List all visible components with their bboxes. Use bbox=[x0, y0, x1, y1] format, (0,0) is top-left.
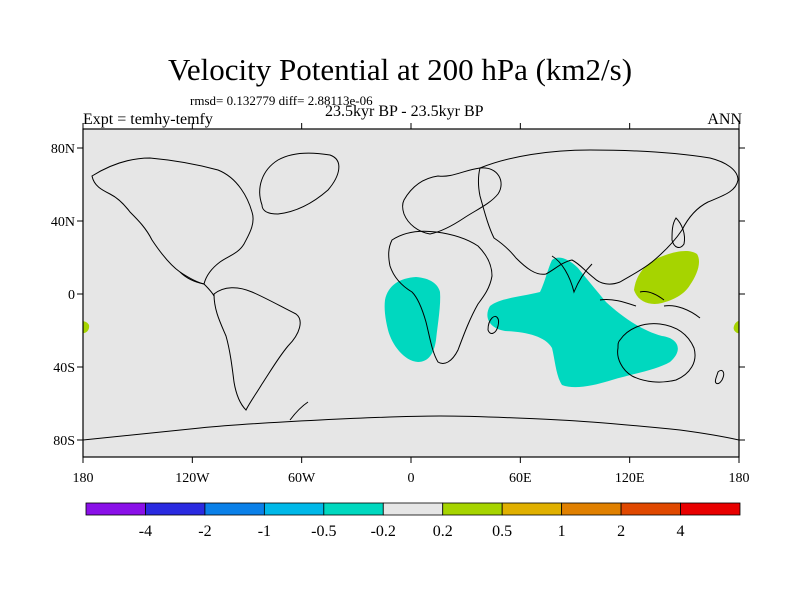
coast-europe bbox=[402, 167, 502, 235]
colorbar-label: -0.2 bbox=[371, 523, 396, 540]
coast-antarctic-peninsula bbox=[289, 401, 309, 421]
lat-tick-label: 0 bbox=[68, 288, 75, 303]
period-label: 23.5kyr BP - 23.5kyr BP bbox=[325, 103, 484, 120]
lon-tick-label: 120W bbox=[175, 471, 210, 486]
colorbar-label: -1 bbox=[258, 523, 271, 540]
region-east-edge-positive bbox=[733, 320, 739, 334]
experiment-label: Expt = temhy-temfy bbox=[83, 111, 213, 128]
coast-india bbox=[551, 255, 593, 294]
map-title: Velocity Potential at 200 hPa (km2/s) bbox=[167, 52, 633, 87]
colorbar-swatch bbox=[620, 502, 681, 516]
colorbar-swatch bbox=[501, 502, 563, 516]
colorbar-label: 2 bbox=[617, 523, 625, 540]
lon-tick-label: 0 bbox=[408, 471, 415, 486]
latitude-axis: 80N 40N 0 40S 80S bbox=[51, 142, 745, 449]
coast-north-america bbox=[91, 157, 254, 285]
coast-australia bbox=[617, 323, 696, 383]
colorbar-swatch bbox=[323, 502, 384, 516]
lon-tick-label: 180 bbox=[73, 471, 94, 486]
region-indian-ocean-negative bbox=[487, 257, 678, 388]
lat-tick-label: 40S bbox=[53, 361, 75, 376]
colorbar-label: 1 bbox=[558, 523, 566, 540]
lat-tick-label: 80S bbox=[53, 434, 75, 449]
colorbar-swatch bbox=[442, 502, 503, 516]
colorbar: -4 -2 -1 -0.5 -0.2 0.2 0.5 1 2 4 bbox=[85, 502, 741, 540]
coastlines bbox=[83, 149, 739, 441]
coast-greenland bbox=[259, 152, 340, 215]
colorbar-swatch bbox=[263, 502, 325, 516]
region-south-atlantic-negative bbox=[384, 277, 441, 362]
colorbar-swatch bbox=[680, 502, 741, 516]
lat-tick-label: 40N bbox=[51, 215, 75, 230]
colorbar-swatch bbox=[85, 502, 146, 516]
coast-africa bbox=[388, 230, 493, 364]
lon-tick-label: 60E bbox=[509, 471, 532, 486]
coast-asia bbox=[478, 149, 739, 285]
lon-tick-label: 180 bbox=[729, 471, 750, 486]
colorbar-label: 0.5 bbox=[492, 523, 512, 540]
stats-line: rmsd= 0.132779 diff= 2.88113e-06 bbox=[190, 93, 373, 108]
coast-japan bbox=[671, 217, 685, 248]
lon-tick-label: 120E bbox=[615, 471, 645, 486]
colorbar-swatch bbox=[145, 502, 206, 516]
colorbar-label: -2 bbox=[198, 523, 211, 540]
coast-central-america bbox=[179, 271, 215, 297]
longitude-axis: 180 120W 60W 0 60E 120E 180 bbox=[73, 123, 750, 486]
colorbar-label: -0.5 bbox=[311, 523, 336, 540]
coast-new-zealand bbox=[715, 369, 725, 385]
region-west-edge-positive bbox=[83, 321, 90, 334]
colorbar-swatch bbox=[204, 502, 265, 516]
coast-maritime-continent bbox=[599, 291, 701, 319]
coast-antarctica bbox=[83, 415, 739, 441]
colorbar-swatch bbox=[382, 502, 444, 516]
colorbar-label: 4 bbox=[677, 523, 685, 540]
lat-tick-label: 80N bbox=[51, 142, 75, 157]
colorbar-label: 0.2 bbox=[433, 523, 453, 540]
colorbar-label: -4 bbox=[139, 523, 152, 540]
coast-madagascar bbox=[487, 315, 499, 334]
season-label: ANN bbox=[707, 111, 742, 128]
coast-south-america bbox=[213, 287, 301, 411]
region-west-pacific-positive bbox=[634, 251, 700, 304]
colorbar-swatch bbox=[561, 502, 622, 516]
lon-tick-label: 60W bbox=[288, 471, 316, 486]
